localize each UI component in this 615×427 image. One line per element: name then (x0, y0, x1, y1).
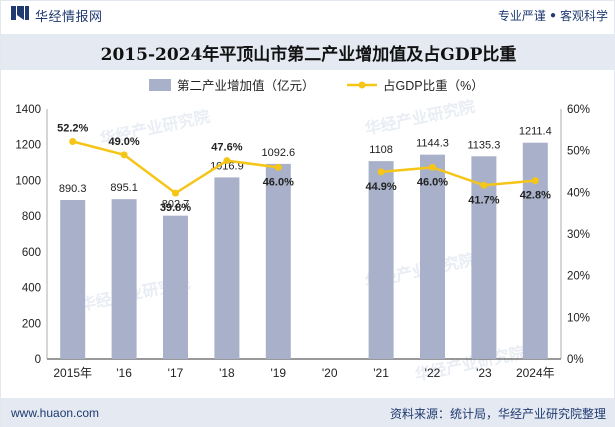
brand-name: 华经情报网 (35, 8, 103, 24)
bar-value-label: 1144.3 (416, 138, 449, 150)
gdp-share-label: 46.0% (417, 176, 448, 188)
logo-icon (11, 5, 29, 25)
x-tick-label: '17 (168, 366, 184, 380)
gdp-share-point (531, 177, 539, 185)
bar (265, 163, 291, 359)
source-note: 资料来源：统计局，华经产业研究院整理 (389, 406, 606, 421)
gdp-share-label: 41.7% (468, 194, 499, 206)
gdp-share-point (120, 151, 128, 159)
gdp-share-label: 42.8% (520, 190, 551, 202)
gdp-share-line (380, 166, 536, 187)
gdp-share-point (223, 157, 231, 165)
footer: www.huaon.com 资料来源：统计局，华经产业研究院整理 (1, 398, 615, 427)
y-right-tick-label: 60% (567, 104, 590, 116)
legend-bar-swatch (149, 79, 171, 91)
motto-right: 客观科学 (559, 8, 608, 23)
bar (111, 199, 137, 359)
x-tick-label: '21 (373, 366, 389, 380)
watermark: 华经产业研究院 (363, 97, 477, 139)
bar-value-label: 890.3 (59, 183, 87, 195)
y-right-tick-label: 30% (567, 229, 590, 241)
gdp-share-point (274, 163, 282, 171)
x-tick-label: '20 (322, 366, 338, 380)
bar (420, 154, 445, 359)
x-tick-label: 2015年 (53, 366, 92, 380)
bar (214, 177, 240, 359)
gdp-share-label: 39.8% (160, 202, 191, 214)
bar (163, 215, 188, 359)
legend-line-marker (358, 81, 366, 89)
y-left-tick-label: 1000 (15, 175, 41, 187)
bar-value-label: 802.7 (162, 199, 190, 211)
top-bar: 华经情报网 专业严谨 ● 客观科学 (1, 1, 615, 29)
bar-value-label: 1108 (369, 144, 393, 156)
gdp-share-point (172, 189, 179, 197)
gdp-share-point (480, 181, 488, 189)
bar-value-label: 895.1 (110, 182, 138, 194)
title-bar: 2015-2024年平顶山市第二产业增加值及占GDP比重 (1, 34, 615, 70)
motto: 专业严谨 ● 客观科学 (498, 7, 608, 24)
gdp-share-label: 49.0% (108, 136, 139, 148)
y-right-tick-label: 0% (567, 354, 584, 366)
gdp-share-point (429, 163, 436, 171)
bar (60, 200, 86, 359)
x-tick-label: '18 (219, 366, 235, 380)
x-tick-label: '16 (116, 366, 132, 380)
y-right-tick-label: 10% (567, 312, 590, 324)
motto-left: 专业严谨 (497, 8, 546, 23)
y-right-tick-label: 20% (567, 271, 590, 283)
y-left-tick-label: 1200 (15, 140, 41, 152)
y-left-tick-label: 1400 (15, 104, 41, 116)
y-left-tick-label: 400 (22, 283, 41, 295)
chart-title: 2015-2024年平顶山市第二产业增加值及占GDP比重 (100, 44, 517, 65)
gdp-share-label: 46.0% (263, 176, 294, 188)
bar (368, 161, 394, 359)
bar (522, 142, 548, 359)
chart: 华经产业研究院华经产业研究院华经产业研究院华经产业研究院华经产业研究院02004… (15, 78, 590, 385)
x-tick-label: '22 (425, 366, 441, 380)
motto-separator: ● (549, 9, 556, 21)
y-left-tick-label: 0 (35, 354, 41, 366)
y-right-tick-label: 40% (567, 187, 590, 199)
y-left-tick-label: 600 (22, 247, 41, 259)
gdp-share-label: 52.2% (57, 123, 88, 135)
legend-bar-label: 第二产业增加值（亿元） (177, 78, 315, 93)
y-right-tick-label: 50% (567, 146, 590, 158)
bar (471, 156, 497, 359)
bar-value-label: 1016.9 (210, 160, 244, 172)
y-left-tick-label: 200 (22, 318, 41, 330)
x-tick-label: '23 (476, 366, 492, 380)
bar-value-label: 1092.6 (261, 147, 295, 159)
gdp-share-label: 44.9% (365, 181, 396, 193)
gdp-share-point (69, 138, 77, 145)
gdp-share-line (72, 140, 279, 195)
gdp-share-point (377, 168, 385, 176)
brand: 华经情报网 (11, 5, 103, 25)
x-tick-label: '19 (270, 366, 286, 380)
website-link[interactable]: www.huaon.com (11, 406, 100, 420)
y-left-tick-label: 800 (22, 211, 41, 223)
legend-line-label: 占GDP比重（%） (383, 78, 484, 93)
bar-value-label: 1135.3 (467, 139, 500, 151)
gdp-share-label: 47.6% (211, 142, 242, 154)
x-tick-label: 2024年 (516, 366, 555, 380)
bar-value-label: 1211.4 (519, 126, 552, 138)
